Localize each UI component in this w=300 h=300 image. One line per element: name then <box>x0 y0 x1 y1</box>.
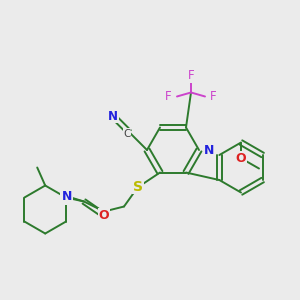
Text: F: F <box>165 90 172 103</box>
Text: N: N <box>204 143 214 157</box>
Text: N: N <box>61 191 71 204</box>
Text: F: F <box>210 90 217 103</box>
Text: S: S <box>133 179 143 194</box>
Text: N: N <box>108 110 118 122</box>
Text: O: O <box>99 209 109 222</box>
Text: O: O <box>236 152 246 165</box>
Text: C: C <box>123 129 131 139</box>
Text: F: F <box>188 69 194 82</box>
Text: N: N <box>62 190 72 203</box>
